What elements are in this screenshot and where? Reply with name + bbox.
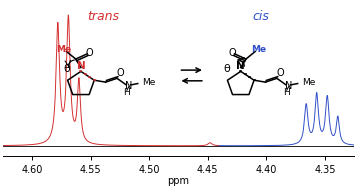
X-axis label: ppm: ppm <box>167 176 190 186</box>
Text: trans: trans <box>87 10 119 23</box>
Text: cis: cis <box>253 10 270 23</box>
